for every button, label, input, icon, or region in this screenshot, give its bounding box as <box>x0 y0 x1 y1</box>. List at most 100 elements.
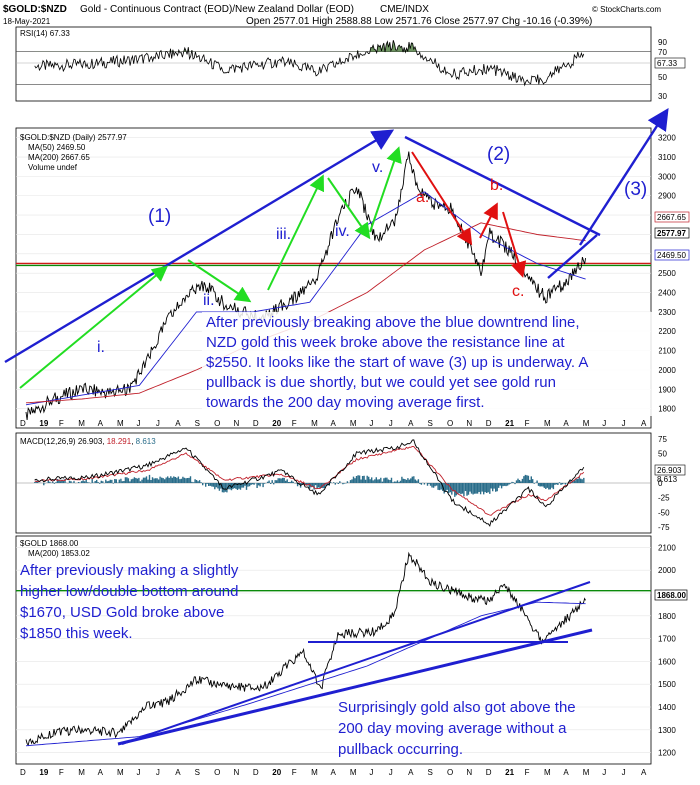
downtrend-line <box>404 135 601 237</box>
month-label-bottom: J <box>136 768 140 777</box>
main-tick-label: 2000 <box>658 366 676 375</box>
month-label-top: M <box>117 419 124 428</box>
symbol: $GOLD:$NZD <box>3 4 67 15</box>
main-tick-label: 1900 <box>658 385 676 394</box>
macd-tick-label: 0 <box>658 479 663 488</box>
macd-current-box <box>654 464 686 476</box>
wave-ii-arrow <box>187 259 252 303</box>
month-label-bottom: A <box>175 768 181 777</box>
main-legend-ma200: MA(200) 2667.65 <box>28 153 90 162</box>
month-label-bottom: M <box>311 768 318 777</box>
wave-v-arrow <box>369 146 402 233</box>
rsi-tick-50: 50 <box>658 73 667 82</box>
month-label-top: O <box>447 419 453 428</box>
month-label-top: A <box>331 419 337 428</box>
main-ma50-line <box>25 191 586 406</box>
month-label-bottom: F <box>59 768 64 777</box>
main-label-ma50: 2469.50 <box>657 251 686 260</box>
month-label-bottom: 21 <box>505 768 514 777</box>
month-label-bottom: N <box>233 768 239 777</box>
month-label-bottom: N <box>466 768 472 777</box>
month-label-bottom: M <box>583 768 590 777</box>
month-label-bottom: D <box>20 768 26 777</box>
month-label-top: A <box>175 419 181 428</box>
usd-annotation-1-line-1: After previously making a slightly <box>20 562 239 579</box>
month-label-top: J <box>136 419 140 428</box>
wave-iv-arrow <box>327 177 371 240</box>
month-label-top: A <box>408 419 414 428</box>
main-label-box-close <box>654 227 690 239</box>
month-label-bottom: A <box>563 768 569 777</box>
month-label-top: A <box>641 419 647 428</box>
rsi-tick-70: 70 <box>658 48 667 57</box>
macd-tick-label: -50 <box>658 508 670 517</box>
main-tick-label: 2900 <box>658 192 676 201</box>
macd-histogram <box>34 474 585 497</box>
month-label-top: J <box>369 419 373 428</box>
month-label-top: J <box>622 419 626 428</box>
main-label-box-ma50 <box>654 249 690 261</box>
usd-annotation-2-line-1: Surprisingly gold also got above the <box>338 699 576 716</box>
month-label-bottom: A <box>408 768 414 777</box>
month-label-top: J <box>156 419 160 428</box>
month-label-top: S <box>428 419 433 428</box>
month-label-top: J <box>602 419 606 428</box>
main-tick-label: 2200 <box>658 327 676 336</box>
month-label-top: F <box>292 419 297 428</box>
usd-label-box <box>654 589 688 601</box>
month-label-bottom: M <box>350 768 357 777</box>
wave-label-iv: iv. <box>335 223 350 240</box>
wave-label-a: a. <box>416 189 429 206</box>
main-tick-label: 2500 <box>658 269 676 278</box>
main-axis-ticks: 3200310030002900280027002600250024002300… <box>658 134 676 414</box>
month-label-bottom: J <box>389 768 393 777</box>
month-label-bottom: J <box>602 768 606 777</box>
uptrend-arrow <box>4 129 395 364</box>
main-price-line <box>25 151 587 421</box>
main-tick-label: 1800 <box>658 405 676 414</box>
usd-price-line <box>25 551 586 747</box>
month-label-bottom: M <box>78 768 85 777</box>
macd-signal-line <box>34 446 585 516</box>
macd-series <box>16 439 651 527</box>
month-label-bottom: F <box>525 768 530 777</box>
usd-series <box>16 551 651 747</box>
wave-label-iii: iii. <box>276 226 291 243</box>
main-label-close: 2577.97 <box>657 229 686 238</box>
usd-tick-label: 1800 <box>658 612 676 621</box>
main-tick-label: 3200 <box>658 134 676 143</box>
month-label-top: D <box>486 419 492 428</box>
wave-label-2: (2) <box>487 144 510 165</box>
wave-iii-arrow <box>267 174 324 291</box>
wave-label-i: i. <box>97 339 105 356</box>
month-label-top: A <box>563 419 569 428</box>
usd-lower-trendline <box>117 628 593 746</box>
usd-tick-label: 1500 <box>658 680 676 689</box>
rsi-current-box <box>654 57 686 69</box>
macd-tick-label: -75 <box>658 523 670 532</box>
month-label-top: 19 <box>39 419 48 428</box>
wave-b-arrow <box>479 202 498 239</box>
wave-a-arrow <box>411 151 473 246</box>
main-legend-volume: Volume undef <box>28 163 78 172</box>
month-label-bottom: D <box>486 768 492 777</box>
month-label-bottom: F <box>292 768 297 777</box>
main-tick-label: 2100 <box>658 347 676 356</box>
usd-tick-label: 1600 <box>658 657 676 666</box>
macd-current: 26.903 <box>657 466 682 475</box>
months-axis-bottom: D 19 F M A M J J A S O N D 20 F M A M J J A S O N D 21 F M A M J J A <box>20 768 647 777</box>
date: 18-May-2021 <box>3 17 51 26</box>
usd-trendlines <box>117 581 593 746</box>
ohlc-line: Open 2577.01 High 2588.88 Low 2571.76 Cl… <box>246 16 592 27</box>
month-label-bottom: 19 <box>39 768 48 777</box>
wave3-arrow <box>578 107 669 246</box>
month-label-bottom: A <box>98 768 104 777</box>
months-axis-top: D 19 F M A M J J A S O N D 20 F M A M J J A S O N D 21 F M A M J J A <box>20 419 647 428</box>
month-label-bottom: J <box>156 768 160 777</box>
main-annotation-line-2: NZD gold this week broke above the resis… <box>206 334 565 351</box>
usd-annotation-1-line-3: $1670, USD Gold broke above <box>20 604 224 621</box>
month-label-bottom: 20 <box>272 768 281 777</box>
main-annotation: After previously breaking above the blue… <box>206 314 588 411</box>
month-label-bottom: D <box>253 768 259 777</box>
